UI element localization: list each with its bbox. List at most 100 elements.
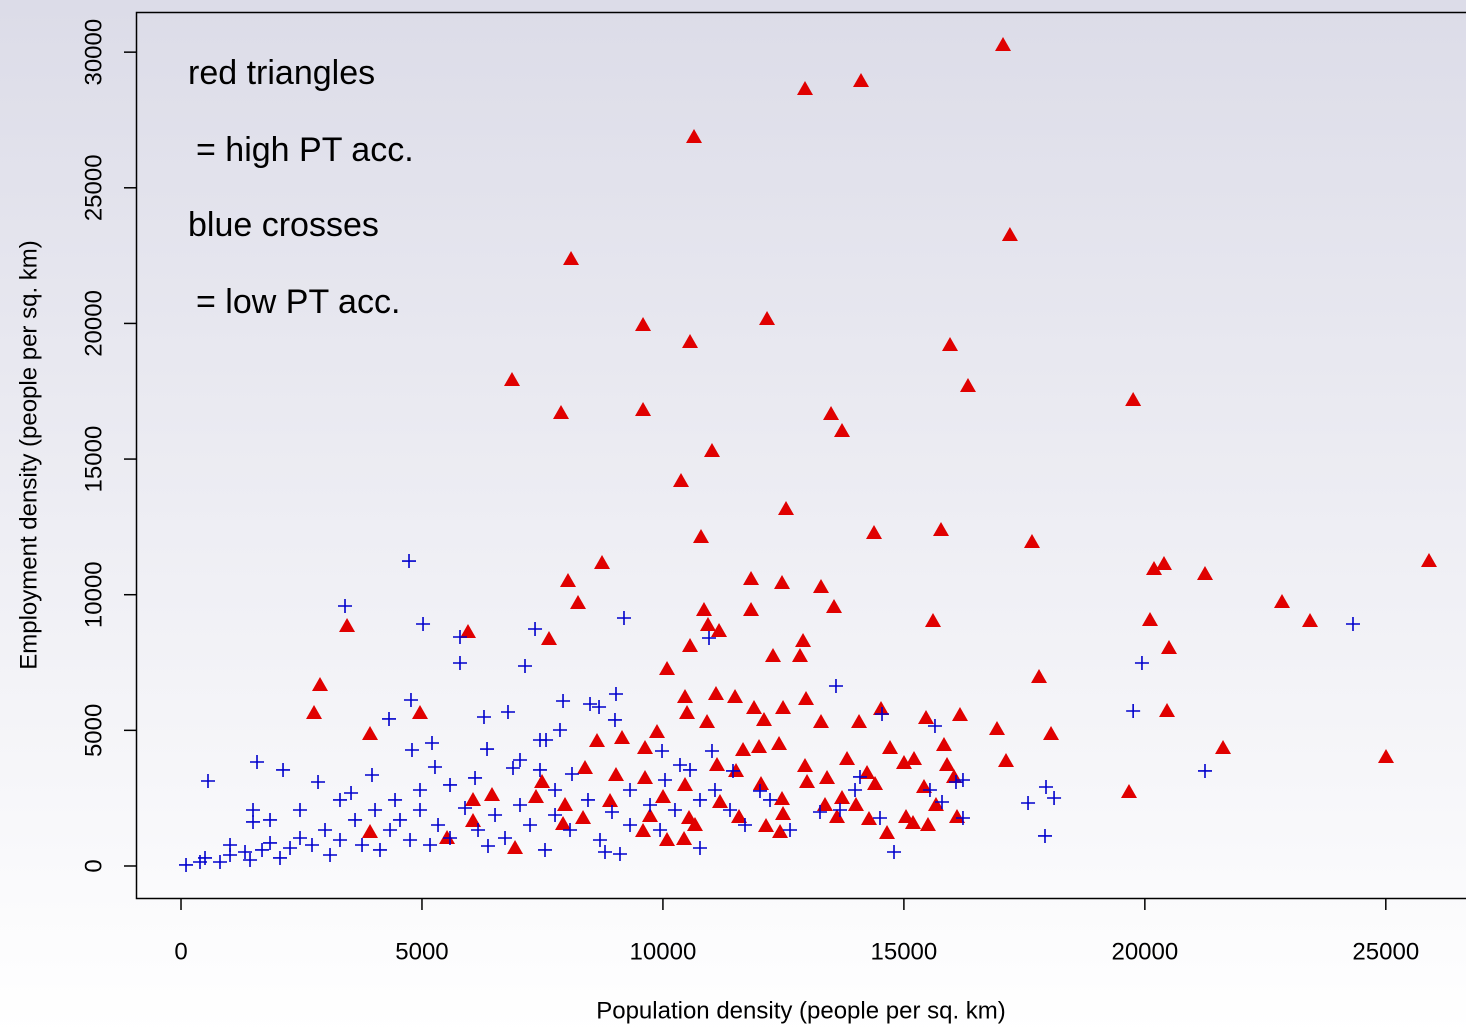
triangle-point <box>362 725 379 740</box>
triangle-point <box>755 711 772 726</box>
triangle-point <box>635 402 652 417</box>
plot-frame <box>135 11 1466 900</box>
triangle-point <box>594 555 611 570</box>
cross-point <box>246 802 261 817</box>
cross-point <box>364 768 379 783</box>
cross-point <box>752 783 767 798</box>
triangle-point <box>699 713 716 728</box>
x-tick-label: 15000 <box>871 938 938 965</box>
cross-point <box>471 822 486 837</box>
cross-point <box>443 830 458 845</box>
cross-point <box>416 617 431 632</box>
cross-point <box>1021 795 1036 810</box>
cross-point <box>348 812 363 827</box>
cross-point <box>608 686 623 701</box>
cross-point <box>955 811 970 825</box>
triangle-point <box>673 473 690 488</box>
triangle-point <box>816 797 833 812</box>
cross-point <box>388 792 403 807</box>
triangle-point <box>1274 594 1291 609</box>
cross-point <box>250 755 265 770</box>
cross-point <box>323 848 338 863</box>
triangle-point <box>635 317 652 332</box>
cross-point <box>200 773 215 788</box>
triangle-point <box>637 769 654 784</box>
triangle-point <box>772 823 789 838</box>
triangle-point <box>823 406 840 421</box>
cross-point <box>523 817 538 832</box>
cross-point <box>468 770 483 785</box>
cross-point <box>643 798 658 813</box>
cross-point <box>704 743 719 758</box>
cross-point <box>726 763 741 778</box>
triangle-point <box>1160 640 1177 655</box>
triangle-point <box>1001 227 1018 242</box>
triangle-point <box>948 808 965 823</box>
triangle-point <box>872 700 889 715</box>
cross-point <box>702 631 717 646</box>
triangle-point <box>1023 533 1040 548</box>
triangle-point <box>774 790 791 805</box>
triangle-point <box>988 720 1005 735</box>
cross-point <box>738 817 753 832</box>
cross-point <box>238 844 253 859</box>
cross-point <box>355 837 370 852</box>
triangle-point <box>649 724 666 739</box>
cross-point <box>372 842 387 857</box>
triangle-point <box>879 825 896 840</box>
annotation: blue crosses <box>188 206 379 244</box>
cross-point <box>304 837 319 852</box>
cross-point <box>292 830 307 845</box>
cross-point <box>179 857 194 872</box>
triangle-point <box>904 814 921 829</box>
triangle-point <box>503 372 520 387</box>
triangle-point <box>557 797 574 812</box>
cross-point <box>272 850 287 865</box>
y-tick-label: 15000 <box>80 426 107 493</box>
triangle-point <box>1302 612 1319 627</box>
triangle-point <box>812 713 829 728</box>
cross-point <box>311 775 326 790</box>
triangle-point <box>682 334 699 349</box>
triangle-point <box>703 443 720 458</box>
triangle-point <box>828 808 845 823</box>
cross-point <box>683 762 698 777</box>
cross-point <box>692 841 707 856</box>
triangle-point <box>731 808 748 823</box>
cross-point <box>607 712 622 727</box>
triangle-point <box>1120 783 1137 798</box>
cross-point <box>383 822 398 837</box>
cross-point <box>368 802 383 817</box>
triangle-point <box>465 812 482 827</box>
triangle-point <box>614 729 631 744</box>
cross-point <box>506 761 521 776</box>
triangle-point <box>1215 740 1232 755</box>
triangle-point <box>553 405 570 420</box>
triangle-point <box>743 602 760 617</box>
cross-point <box>887 844 902 859</box>
cross-point <box>403 692 418 707</box>
triangle-point <box>655 789 672 804</box>
triangle-point <box>859 764 876 779</box>
cross-point <box>512 798 527 813</box>
triangle-point <box>1155 556 1172 571</box>
triangle-point <box>559 573 576 588</box>
triangle-point <box>589 732 606 747</box>
triangle-point <box>1420 553 1437 568</box>
cross-point <box>498 830 513 845</box>
triangle-point <box>791 647 808 662</box>
triangle-point <box>1378 748 1395 763</box>
y-tick-label: 10000 <box>80 561 107 628</box>
triangle-point <box>918 710 935 725</box>
triangle-point <box>819 769 836 784</box>
triangle-point <box>693 529 710 544</box>
annotation: = high PT acc. <box>196 131 414 169</box>
cross-point <box>382 711 397 726</box>
cross-point <box>832 802 847 817</box>
triangle-point <box>775 699 792 714</box>
triangle-point <box>534 774 551 789</box>
cross-point <box>292 802 307 817</box>
triangle-point <box>796 757 813 772</box>
cross-point <box>243 852 258 867</box>
